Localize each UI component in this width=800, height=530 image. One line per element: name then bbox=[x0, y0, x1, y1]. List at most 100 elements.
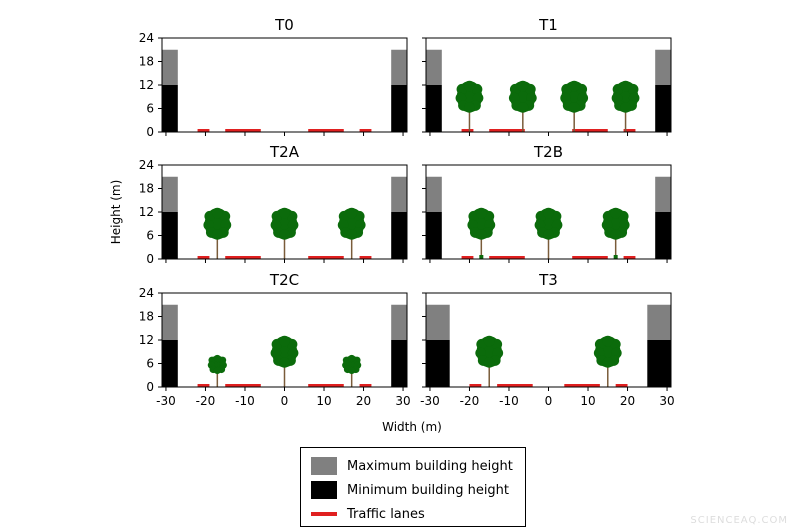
traffic-lane bbox=[489, 129, 525, 132]
tree bbox=[534, 207, 563, 259]
max-swatch bbox=[311, 457, 337, 475]
building-min-bar bbox=[391, 212, 407, 259]
traffic-lane bbox=[359, 129, 372, 132]
tree-canopy-lobe bbox=[279, 335, 290, 347]
x-tick-label: -30 bbox=[156, 394, 176, 408]
traffic-lane bbox=[461, 129, 474, 132]
y-tick-label: 0 bbox=[146, 252, 154, 266]
legend-label: Maximum building height bbox=[347, 458, 513, 474]
watermark: SCIENCEAQ.COM bbox=[690, 515, 788, 526]
y-tick-label: 24 bbox=[139, 158, 154, 172]
tree-canopy-lobe bbox=[346, 207, 357, 219]
y-tick-label: 6 bbox=[146, 357, 154, 371]
tree-base-marker bbox=[479, 255, 484, 259]
y-tick-label: 18 bbox=[139, 182, 154, 196]
building-max-bar bbox=[426, 304, 450, 340]
axes-frame bbox=[161, 37, 408, 133]
tree-canopy-lobe bbox=[517, 102, 529, 113]
tree bbox=[207, 354, 227, 387]
tree-canopy-lobe bbox=[348, 354, 356, 363]
tree bbox=[508, 80, 537, 132]
tree-canopy-lobe bbox=[610, 207, 621, 219]
tree bbox=[601, 207, 630, 259]
tree-canopy-lobe bbox=[568, 80, 580, 92]
panel-title: T2C bbox=[269, 271, 299, 289]
traffic-lane bbox=[489, 256, 525, 259]
panel-t2c: T2C -30 -20 -10 0 10 20 30 0 6 12 18 24 bbox=[139, 271, 411, 408]
tree-canopy-lobe bbox=[213, 366, 221, 375]
traffic-lane bbox=[197, 129, 210, 132]
x-tick-label: 30 bbox=[395, 394, 410, 408]
traffic-lane bbox=[615, 384, 628, 387]
tree-canopy-lobe bbox=[517, 80, 529, 92]
y-tick-label: 0 bbox=[146, 125, 154, 139]
building-min-bar bbox=[162, 85, 178, 132]
x-tick-label: 20 bbox=[356, 394, 371, 408]
tree-canopy-lobe bbox=[279, 207, 290, 219]
y-tick-label: 18 bbox=[139, 310, 154, 324]
building-min-bar bbox=[162, 340, 178, 387]
building-max-bar bbox=[391, 49, 407, 85]
building-max-bar bbox=[391, 304, 407, 340]
legend-item-min: Minimum building height bbox=[311, 480, 509, 500]
traffic-lane bbox=[572, 256, 608, 259]
panel-title: T2A bbox=[269, 143, 300, 161]
traffic-lane bbox=[359, 256, 372, 259]
y-tick-label: 6 bbox=[146, 102, 154, 116]
building-min-bar bbox=[391, 340, 407, 387]
tree-canopy-lobe bbox=[543, 229, 554, 240]
y-tick-label: 24 bbox=[139, 286, 154, 300]
y-tick-label: 6 bbox=[146, 229, 154, 243]
x-tick-label: 0 bbox=[545, 394, 553, 408]
panel-t2b: T2B bbox=[422, 143, 672, 263]
building-max-bar bbox=[162, 49, 178, 85]
tree-canopy-lobe bbox=[213, 354, 221, 363]
axes-frame bbox=[425, 292, 672, 388]
tree-canopy-lobe bbox=[602, 357, 614, 368]
traffic-lane bbox=[623, 129, 636, 132]
panel-title: T2B bbox=[533, 143, 563, 161]
tree-canopy-lobe bbox=[464, 80, 475, 92]
panel-title: T1 bbox=[538, 16, 558, 34]
building-min-bar bbox=[655, 212, 671, 259]
tree-base-marker bbox=[613, 255, 618, 259]
tree bbox=[337, 207, 366, 259]
tree bbox=[475, 335, 504, 387]
building-min-bar bbox=[655, 85, 671, 132]
traffic-lane bbox=[564, 384, 600, 387]
y-tick-label: 18 bbox=[139, 55, 154, 69]
building-max-bar bbox=[162, 176, 178, 212]
tree-canopy-lobe bbox=[476, 207, 487, 219]
tree bbox=[611, 80, 640, 132]
traffic-lane bbox=[572, 129, 608, 132]
traffic-lane bbox=[225, 129, 261, 132]
traffic-lane bbox=[225, 256, 261, 259]
legend: Maximum building height Minimum building… bbox=[300, 447, 526, 527]
legend-item-max: Maximum building height bbox=[311, 456, 513, 476]
building-max-bar bbox=[162, 304, 178, 340]
building-min-bar bbox=[426, 85, 442, 132]
building-min-bar bbox=[426, 212, 442, 259]
x-tick-label: -10 bbox=[499, 394, 519, 408]
y-tick-label: 0 bbox=[146, 380, 154, 394]
x-tick-label: 20 bbox=[620, 394, 635, 408]
panel-title: T3 bbox=[538, 271, 558, 289]
building-min-bar bbox=[426, 340, 450, 387]
traffic-lane bbox=[469, 384, 482, 387]
panel-t1: T1 bbox=[422, 16, 672, 136]
tree-canopy-lobe bbox=[483, 335, 495, 347]
x-axis-label: Width (m) bbox=[382, 420, 442, 434]
building-max-bar bbox=[655, 176, 671, 212]
tree bbox=[270, 335, 299, 387]
min-swatch bbox=[311, 481, 337, 499]
building-max-bar bbox=[426, 49, 442, 85]
legend-item-lanes: Traffic lanes bbox=[311, 504, 425, 524]
building-max-bar bbox=[655, 49, 671, 85]
traffic-lane bbox=[308, 129, 344, 132]
panel-t0: T0 0 6 12 18 24 bbox=[139, 16, 408, 139]
tree bbox=[270, 207, 299, 259]
x-tick-label: -10 bbox=[235, 394, 255, 408]
tree-canopy-lobe bbox=[279, 357, 290, 368]
legend-label: Traffic lanes bbox=[347, 506, 425, 522]
